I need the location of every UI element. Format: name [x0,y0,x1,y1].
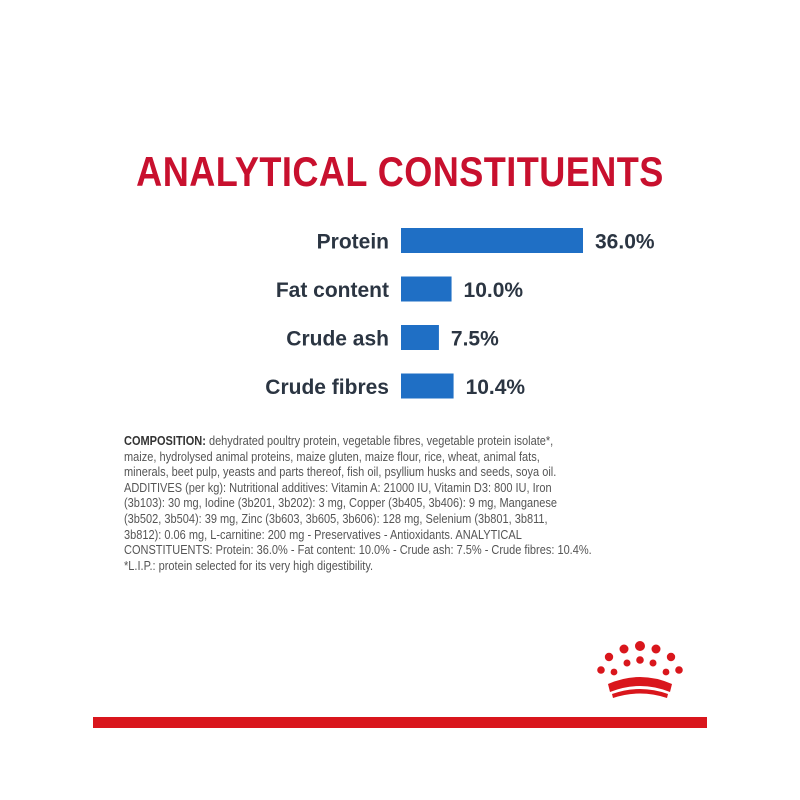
composition-line: maize, hydrolysed animal proteins, maize… [124,449,540,464]
royal-crown-icon [597,641,683,698]
category-label: Fat content [276,279,389,302]
bar [401,276,452,302]
composition-line: minerals, beet pulp, yeasts and parts th… [124,465,557,480]
composition-line: ADDITIVES (per kg): Nutritional additive… [124,480,552,495]
composition-line: *L.I.P.: protein selected for its very h… [124,558,374,573]
composition-heading: COMPOSITION: [124,434,206,448]
value-label: 10.0% [464,279,524,302]
constituents-chart: Protein 36.0% Fat content 10.0% Crude ash 7.5… [265,228,655,399]
bar [401,373,454,399]
footer-bar [93,717,707,728]
page-title: ANALYTICAL CONSTITUENTS [136,148,664,195]
category-label: Crude fibres [265,376,389,399]
composition-line: CONSTITUENTS: Protein: 36.0% - Fat conte… [124,543,592,558]
value-label: 36.0% [595,231,655,254]
composition-line: (3b103): 30 mg, Iodine (3b201, 3b202): 3… [124,496,557,511]
category-label: Protein [317,231,389,254]
composition-text: COMPOSITION: dehydrated poultry protein,… [124,434,684,574]
composition-line: dehydrated poultry protein, vegetable fi… [205,434,554,448]
value-label: 7.5% [451,328,499,351]
bar [401,228,583,253]
bar [401,325,439,350]
category-label: Crude ash [286,328,389,351]
composition-line: (3b502, 3b504): 39 mg, Zinc (3b603, 3b60… [124,511,548,526]
composition-line: 3b812): 0.06 mg, L-carnitine: 200 mg - P… [124,527,522,542]
value-label: 10.4% [466,376,526,399]
